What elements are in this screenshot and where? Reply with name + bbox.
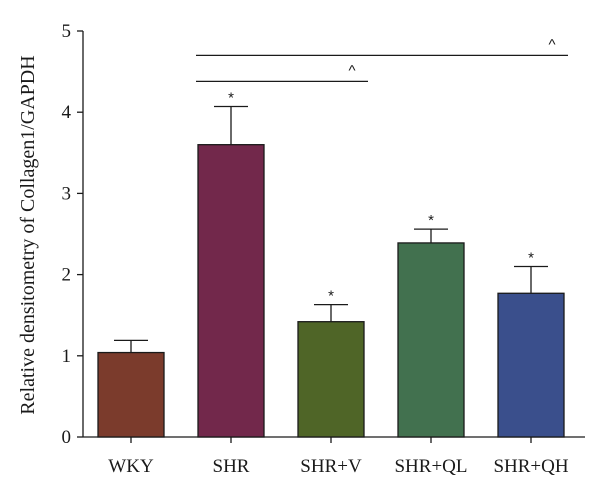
bar-shr-plus-qh [497,292,565,438]
y-tick-label: 3 [62,183,72,204]
significance-asterisk: * [428,212,434,229]
y-tick-label: 0 [62,427,72,448]
y-tick-label: 4 [62,102,72,123]
y-axis-label-group: Relative densitometry of Collagen1/GAPDH [17,55,39,414]
bars [97,144,565,438]
y-tick-label: 2 [62,265,72,286]
comparison-symbol: ^ [348,62,355,79]
comparison-brackets: ^^ [196,36,568,82]
significance-marks: * * * * [228,90,534,305]
bar-wky [97,351,165,438]
bar-shr-plus-ql [397,242,465,438]
y-tick-label: 1 [62,346,72,367]
x-tick-label: SHR+QH [493,456,568,477]
x-tick-label: WKY [108,456,154,477]
x-tick-label: SHR+V [300,456,362,477]
bar-shr-plus-v [297,321,365,438]
error-bars [114,105,548,353]
bar-shr [197,144,265,438]
comparison-symbol: ^ [548,36,555,53]
significance-asterisk: * [228,90,234,107]
y-tick-label: 5 [62,21,72,42]
significance-asterisk: * [528,249,534,266]
y-axis-label: Relative densitometry of Collagen1/GAPDH [17,55,39,414]
significance-asterisk: * [328,288,334,305]
x-tick-label: SHR [213,456,250,477]
x-tick-labels: WKY SHR SHR+V SHR+QL SHR+QH [108,456,569,477]
x-tick-label: SHR+QL [394,456,467,477]
y-tick-labels: 0 1 2 3 4 5 [62,21,72,448]
